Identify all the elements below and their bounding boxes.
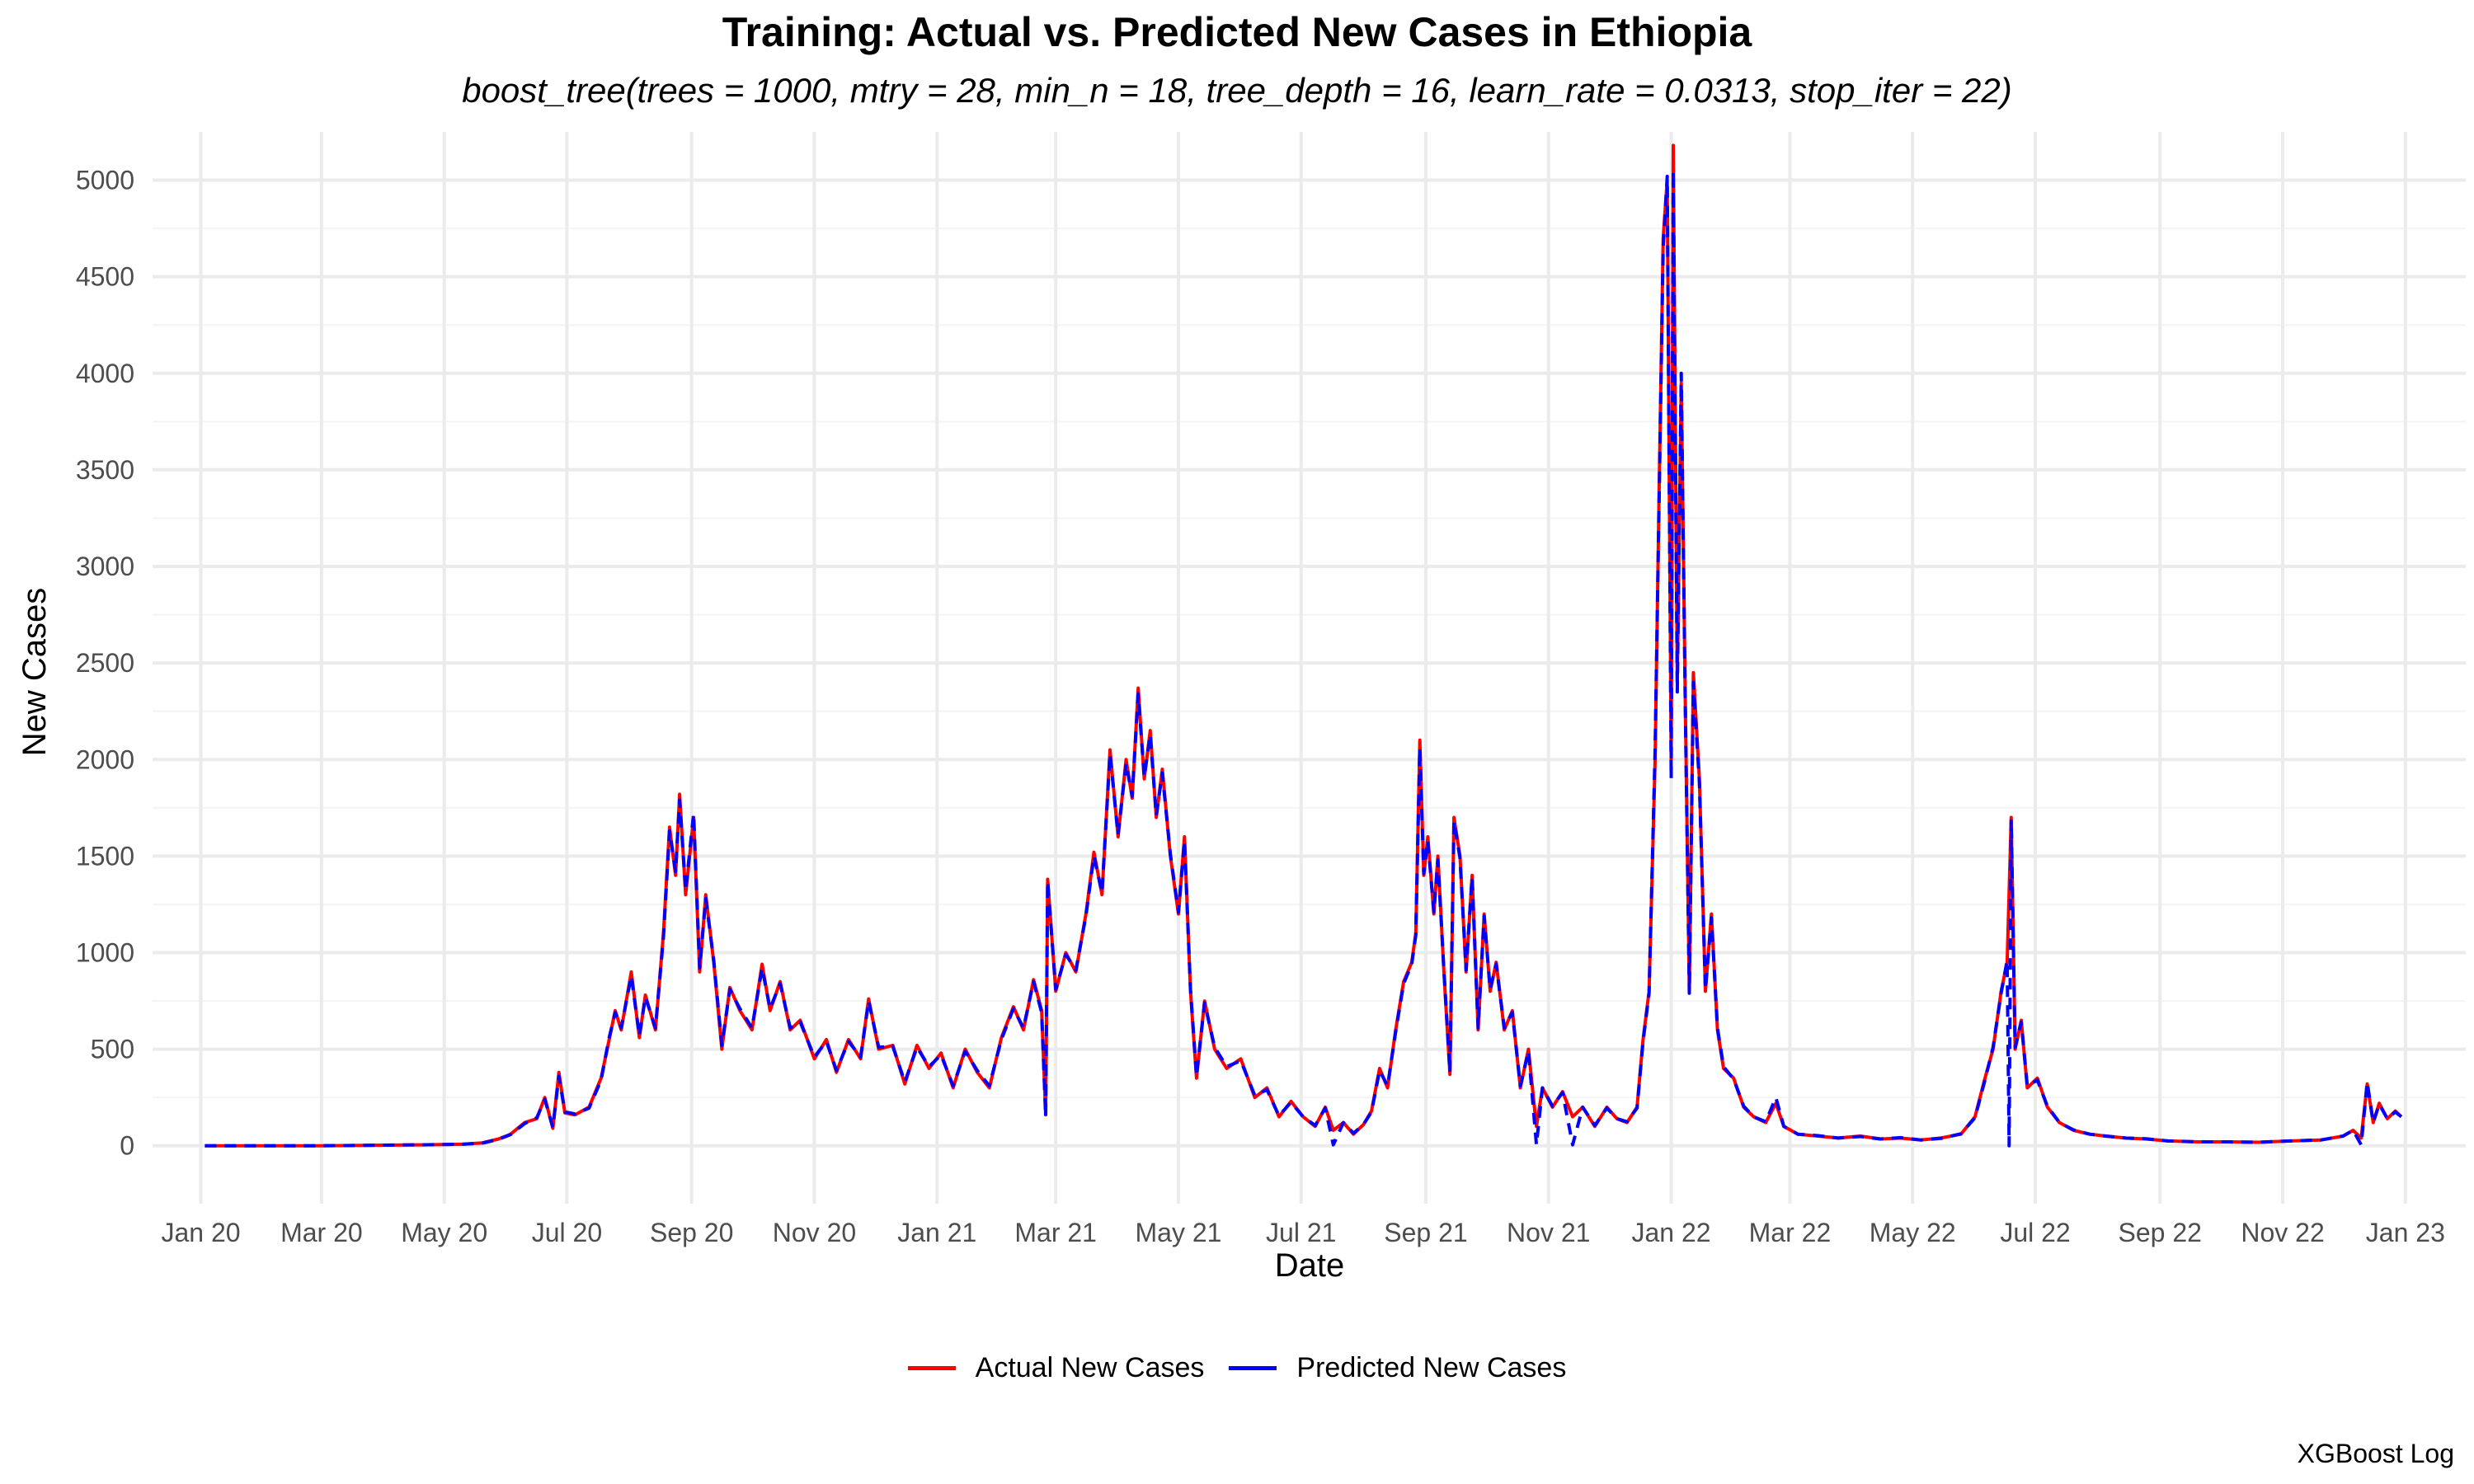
chart-caption: XGBoost Log xyxy=(2297,1439,2454,1468)
y-tick-label: 1500 xyxy=(76,841,134,871)
x-tick-label: Jul 22 xyxy=(2000,1218,2070,1247)
x-tick-label: Nov 20 xyxy=(773,1218,856,1247)
chart-title: Training: Actual vs. Predicted New Cases… xyxy=(722,9,1752,55)
series-line-actual xyxy=(205,143,2403,1148)
y-tick-label: 5000 xyxy=(76,166,134,195)
x-tick-label: Nov 21 xyxy=(1507,1218,1590,1247)
x-tick-label: Jan 21 xyxy=(897,1218,976,1247)
y-tick-label: 3500 xyxy=(76,455,134,485)
x-tick-label: Mar 21 xyxy=(1014,1218,1097,1247)
y-tick-label: 2000 xyxy=(76,744,134,774)
x-tick-label: Mar 20 xyxy=(280,1218,363,1247)
legend-key-actual xyxy=(907,1366,956,1370)
x-axis-title: Date xyxy=(1275,1247,1345,1284)
y-tick-label: 4000 xyxy=(76,359,134,388)
y-tick-label: 0 xyxy=(120,1131,134,1161)
x-tick-label: Sep 22 xyxy=(2119,1218,2202,1247)
y-tick-label: 500 xyxy=(91,1035,134,1064)
x-tick-label: Sep 21 xyxy=(1384,1218,1467,1247)
x-tick-label: Jan 20 xyxy=(162,1218,241,1247)
legend-label-actual: Actual New Cases xyxy=(975,1352,1205,1383)
legend: Actual New Cases Predicted New Cases xyxy=(0,1352,2474,1384)
x-tick-label: Nov 22 xyxy=(2241,1218,2324,1247)
x-tick-label: May 20 xyxy=(401,1218,487,1247)
legend-label-predicted: Predicted New Cases xyxy=(1296,1352,1567,1383)
x-tick-label: May 21 xyxy=(1135,1218,1221,1247)
x-tick-label: Jul 20 xyxy=(532,1218,602,1247)
x-tick-label: Jan 22 xyxy=(1632,1218,1711,1247)
series-layer xyxy=(205,143,2403,1148)
x-tick-label: Mar 22 xyxy=(1749,1218,1832,1247)
grid-lines xyxy=(153,132,2466,1204)
x-tick-label: Jul 21 xyxy=(1266,1218,1336,1247)
y-tick-label: 3000 xyxy=(76,552,134,581)
y-tick-label: 1000 xyxy=(76,937,134,967)
legend-key-predicted xyxy=(1229,1366,1277,1370)
y-tick-label: 4500 xyxy=(76,262,134,292)
y-axis-title: New Cases xyxy=(16,588,53,757)
y-axis-ticks: 0 500 1000 1500 2000 2500 3000 3500 4000 4500 5000 xyxy=(76,166,134,1161)
y-tick-label: 2500 xyxy=(76,648,134,678)
x-tick-label: Jan 23 xyxy=(2366,1218,2445,1247)
series-line-predicted xyxy=(205,168,2403,1148)
x-tick-label: May 22 xyxy=(1870,1218,1956,1247)
legend-item-actual: Actual New Cases xyxy=(907,1352,1205,1384)
legend-item-predicted: Predicted New Cases xyxy=(1229,1352,1566,1384)
chart-subtitle: boost_tree(trees = 1000, mtry = 28, min_… xyxy=(462,71,2012,110)
x-tick-label: Sep 20 xyxy=(650,1218,733,1247)
x-axis-ticks: Jan 20 Mar 20 May 20 Jul 20 Sep 20 Nov 20 Jan … xyxy=(162,1218,2445,1247)
